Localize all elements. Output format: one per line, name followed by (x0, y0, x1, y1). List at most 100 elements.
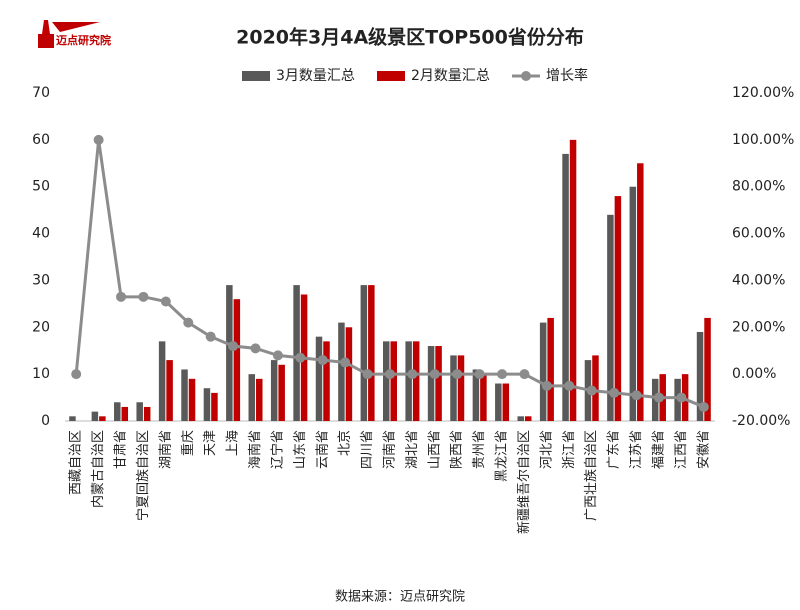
x-tick-label: 浙江省 (562, 430, 577, 469)
x-tick-label: 内蒙古自治区 (90, 430, 106, 508)
bar (457, 355, 465, 421)
bar (539, 322, 547, 421)
x-tick-label: 西藏自治区 (69, 430, 84, 495)
line-point (362, 369, 373, 380)
legend-marker (521, 71, 531, 81)
y2-tick-label: 60.00% (732, 226, 785, 242)
x-tick-label: 四川省 (360, 430, 375, 469)
line-point (631, 390, 642, 401)
legend-swatch (242, 71, 270, 81)
bar (114, 402, 121, 421)
x-tick-label: 黑龙江省 (495, 430, 510, 482)
y2-tick-label: 80.00% (732, 179, 785, 195)
bar (203, 388, 211, 421)
x-tick-label: 广西壮族自治区 (583, 430, 599, 521)
line-point (71, 369, 82, 380)
line-point (698, 401, 709, 412)
bar (121, 406, 129, 421)
chart-title: 2020年3月4A级景区TOP500省份分布 (236, 26, 584, 49)
x-tick-label: 河南省 (382, 430, 398, 469)
x-tick-label: 安徽省 (696, 430, 711, 469)
x-tick-label: 云南省 (314, 430, 330, 469)
y2-tick-label: 0.00% (732, 366, 776, 382)
bar (435, 346, 442, 421)
x-tick-label: 江西省 (674, 430, 689, 469)
bar (323, 341, 330, 421)
x-tick-label: 上海 (226, 430, 241, 456)
line-point (429, 369, 440, 380)
y-tick-label: 10 (32, 366, 50, 382)
bar (69, 416, 76, 421)
bar (256, 378, 263, 421)
line-point (452, 369, 463, 380)
bar (270, 360, 278, 421)
bar (278, 364, 285, 421)
line-point (564, 380, 575, 391)
bar (188, 378, 196, 421)
line-point (295, 352, 306, 363)
bar (368, 285, 375, 421)
legend-swatch (377, 71, 405, 81)
bar (360, 285, 368, 421)
y2-tick-label: 40.00% (732, 272, 785, 288)
line-point (519, 369, 530, 380)
line-point (183, 317, 194, 328)
bar (450, 355, 457, 421)
y-tick-label: 60 (32, 132, 50, 148)
line-point (160, 296, 171, 307)
line-point (609, 387, 620, 398)
bar (233, 299, 241, 421)
line-point (116, 291, 127, 302)
line-point (497, 369, 508, 380)
y-tick-label: 50 (32, 179, 50, 195)
line-point (653, 392, 664, 403)
bar (248, 374, 256, 421)
line-point (474, 369, 485, 380)
bar (99, 416, 106, 421)
y2-tick-label: -20.00% (732, 413, 790, 429)
x-tick-label: 江苏省 (628, 430, 644, 469)
x-tick-label: 河北省 (539, 430, 554, 469)
bar (293, 285, 300, 421)
line-point (272, 350, 283, 361)
bar (405, 341, 412, 421)
bar (704, 317, 711, 421)
bar (569, 139, 577, 421)
x-tick-label: 陕西省 (450, 430, 465, 469)
line-point (407, 369, 418, 380)
x-tick-label: 贵州省 (472, 430, 487, 469)
x-tick-label: 辽宁省 (269, 430, 285, 469)
bar (211, 392, 218, 421)
logo-text: 迈点研究院 (56, 33, 111, 47)
x-tick-label: 山西省 (427, 430, 442, 469)
legend-label: 2月数量汇总 (411, 68, 490, 84)
source: 数据来源：迈点研究院 (335, 590, 465, 605)
x-tick-label: 广东省 (607, 430, 622, 469)
bar (614, 196, 622, 421)
y2-tick-label: 100.00% (732, 132, 794, 148)
bar (472, 369, 480, 421)
bar (338, 322, 345, 421)
bar (502, 383, 510, 421)
legend-label: 增长率 (546, 67, 588, 84)
x-tick-label: 甘肃省 (114, 430, 129, 469)
bar (166, 360, 173, 421)
line-point (340, 357, 351, 368)
line-point (205, 331, 216, 342)
bar (383, 341, 390, 421)
line-point (138, 291, 149, 302)
line-point (385, 369, 395, 380)
bar (136, 402, 143, 421)
bar (696, 331, 704, 421)
x-tick-label: 新疆维吾尔自治区 (516, 430, 532, 534)
line-point (93, 134, 104, 145)
x-tick-label: 湖南省 (157, 430, 173, 469)
line-point (228, 341, 239, 352)
y2-tick-label: 20.00% (732, 319, 785, 335)
x-tick-label: 宁夏回族自治区 (135, 430, 151, 521)
bar (562, 153, 569, 421)
bar (607, 214, 614, 421)
bar (517, 416, 524, 421)
bar (480, 374, 487, 421)
